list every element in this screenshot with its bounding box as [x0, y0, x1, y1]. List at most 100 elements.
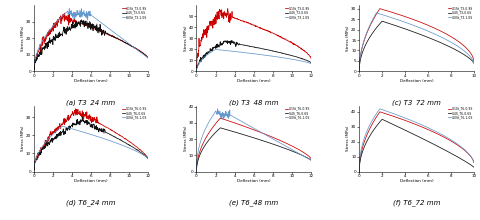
0.4S_T3-0.6S	[68, 26, 74, 29]
X-axis label: Deflection (mm): Deflection (mm)	[399, 179, 432, 183]
0.4S_T6-0.6S	[276, 145, 282, 148]
0.4S_T3-0.6S	[103, 32, 108, 34]
0.1St_T3-0.9S	[193, 67, 199, 70]
0.1St_T3-0.9S	[428, 26, 433, 28]
0.0St_T3-1.0S	[103, 25, 108, 28]
Line: 0.1St_T6-0.9S: 0.1St_T6-0.9S	[196, 118, 311, 172]
Text: (f) T6_72 mm: (f) T6_72 mm	[392, 199, 439, 206]
0.1St_T6-0.9S	[428, 130, 433, 132]
0.1St_T6-0.9S	[276, 139, 282, 141]
0.0St_T6-1.0S	[438, 133, 444, 136]
0.4S_T3-0.6S	[31, 70, 36, 72]
0.1St_T3-0.9S	[66, 11, 72, 14]
0.0St_T6-1.0S	[60, 125, 65, 127]
0.0St_T6-1.0S	[215, 108, 220, 110]
0.4S_T3-0.6S	[79, 18, 84, 21]
0.0St_T6-1.0S	[231, 116, 237, 119]
X-axis label: Deflection (mm): Deflection (mm)	[237, 179, 270, 183]
Legend: 0.1St_T6-0.9S, 0.4S_T6-0.6S, 0.0St_T6-1.0S: 0.1St_T6-0.9S, 0.4S_T6-0.6S, 0.0St_T6-1.…	[446, 106, 472, 120]
Line: 0.1St_T6-0.9S: 0.1St_T6-0.9S	[359, 112, 473, 172]
0.0St_T6-1.0S	[428, 128, 433, 131]
0.0St_T3-1.0S	[373, 11, 379, 14]
0.4S_T6-0.6S	[76, 123, 82, 126]
0.4S_T6-0.6S	[114, 137, 120, 139]
0.0St_T3-1.0S	[393, 18, 399, 21]
0.1St_T3-0.9S	[277, 35, 283, 38]
0.0St_T3-1.0S	[231, 50, 237, 53]
0.4S_T3-0.6S	[231, 41, 237, 43]
0.4S_T6-0.6S	[378, 118, 384, 121]
0.0St_T3-1.0S	[193, 70, 199, 73]
0.4S_T3-0.6S	[114, 37, 120, 39]
0.0St_T6-1.0S	[114, 142, 120, 145]
0.1St_T6-0.9S	[114, 132, 120, 135]
0.0St_T3-1.0S	[239, 51, 244, 54]
Y-axis label: Stress (MPa): Stress (MPa)	[183, 126, 187, 151]
0.0St_T3-1.0S	[428, 31, 433, 34]
0.4S_T3-0.6S	[207, 47, 213, 50]
0.4S_T6-0.6S	[401, 129, 407, 131]
0.1St_T6-0.9S	[68, 113, 74, 116]
0.0St_T3-1.0S	[207, 51, 213, 54]
0.1St_T3-0.9S	[239, 19, 245, 22]
Text: (a) T3_24 mm: (a) T3_24 mm	[66, 99, 115, 106]
0.4S_T6-0.6S	[103, 131, 108, 134]
0.1St_T3-0.9S	[438, 31, 444, 33]
0.1St_T6-0.9S	[193, 170, 199, 173]
Line: 0.0St_T3-1.0S: 0.0St_T3-1.0S	[34, 9, 148, 72]
0.4S_T6-0.6S	[217, 126, 223, 129]
0.0St_T3-1.0S	[76, 15, 82, 18]
0.4S_T6-0.6S	[68, 125, 74, 127]
0.4S_T3-0.6S	[265, 49, 271, 51]
0.0St_T3-1.0S	[68, 11, 74, 14]
Line: 0.0St_T6-1.0S: 0.0St_T6-1.0S	[196, 109, 311, 172]
0.1St_T6-0.9S	[376, 110, 382, 113]
0.1St_T3-0.9S	[231, 17, 237, 19]
Line: 0.1St_T3-0.9S: 0.1St_T3-0.9S	[196, 9, 311, 68]
0.1St_T3-0.9S	[114, 37, 120, 40]
0.1St_T3-0.9S	[224, 7, 230, 10]
0.4S_T6-0.6S	[356, 170, 361, 173]
Legend: 0.1St_T6-0.9S, 0.4S_T6-0.6S, 0.0St_T6-1.0S: 0.1St_T6-0.9S, 0.4S_T6-0.6S, 0.0St_T6-1.…	[284, 106, 310, 120]
0.1St_T6-0.9S	[369, 121, 375, 124]
0.4S_T3-0.6S	[401, 28, 407, 30]
0.0St_T6-1.0S	[308, 159, 313, 161]
Y-axis label: Stress (MPa): Stress (MPa)	[346, 126, 350, 151]
0.0St_T6-1.0S	[439, 134, 445, 136]
0.4S_T6-0.6S	[193, 170, 199, 173]
0.0St_T6-1.0S	[376, 108, 382, 110]
0.0St_T6-1.0S	[207, 118, 213, 121]
0.1St_T3-0.9S	[276, 36, 282, 38]
0.1St_T6-0.9S	[31, 170, 36, 173]
0.1St_T6-0.9S	[114, 132, 120, 135]
0.0St_T6-1.0S	[276, 142, 282, 144]
0.1St_T3-0.9S	[103, 32, 108, 35]
0.1St_T3-0.9S	[207, 20, 213, 22]
Line: 0.4S_T6-0.6S: 0.4S_T6-0.6S	[359, 119, 473, 172]
Text: (e) T6_48 mm: (e) T6_48 mm	[228, 199, 278, 206]
0.1St_T6-0.9S	[239, 124, 244, 127]
0.4S_T3-0.6S	[145, 57, 151, 59]
0.1St_T3-0.9S	[439, 31, 445, 33]
0.4S_T3-0.6S	[114, 37, 120, 39]
0.4S_T3-0.6S	[356, 70, 361, 73]
0.4S_T6-0.6S	[308, 159, 313, 161]
Line: 0.0St_T3-1.0S: 0.0St_T3-1.0S	[359, 13, 473, 72]
0.1St_T3-0.9S	[308, 57, 313, 60]
0.4S_T6-0.6S	[45, 143, 50, 145]
0.0St_T3-1.0S	[212, 48, 218, 51]
Legend: 0.1St_T3-0.9S, 0.4S_T3-0.6S, 0.0St_T3-1.0S: 0.1St_T3-0.9S, 0.4S_T3-0.6S, 0.0St_T3-1.…	[447, 6, 472, 20]
Line: 0.4S_T6-0.6S: 0.4S_T6-0.6S	[34, 117, 148, 170]
X-axis label: Deflection (mm): Deflection (mm)	[74, 79, 108, 83]
0.4S_T6-0.6S	[393, 125, 399, 128]
Y-axis label: Stress (MPa): Stress (MPa)	[21, 26, 25, 51]
0.0St_T6-1.0S	[68, 127, 74, 130]
0.0St_T6-1.0S	[45, 139, 50, 141]
0.4S_T6-0.6S	[114, 137, 120, 140]
0.4S_T3-0.6S	[45, 47, 50, 50]
0.0St_T3-1.0S	[356, 70, 361, 73]
0.4S_T3-0.6S	[276, 51, 282, 54]
0.4S_T3-0.6S	[428, 37, 433, 40]
0.0St_T3-1.0S	[45, 32, 50, 34]
Text: (b) T3_48 mm: (b) T3_48 mm	[228, 99, 278, 106]
